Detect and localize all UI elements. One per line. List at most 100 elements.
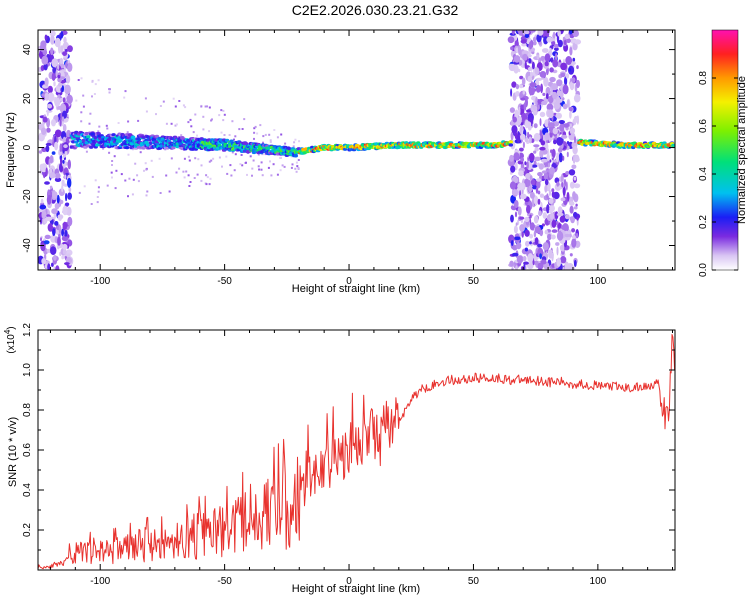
spectrogram-cell xyxy=(86,135,91,139)
spectrogram-cell xyxy=(527,131,530,137)
x-tick-label: 0 xyxy=(346,576,352,587)
spectrogram-cell xyxy=(183,157,186,160)
spectrogram-cell xyxy=(283,165,286,168)
spectrogram-cell xyxy=(509,154,514,162)
spectrogram-cell xyxy=(241,164,244,167)
spectrogram-cell xyxy=(154,134,160,138)
y-tick-label: -40 xyxy=(22,238,33,253)
spectrogram-panel: -100 -50 0 50 100 -40 -20 0 20 40 Height of strai… xyxy=(5,29,676,295)
spectrogram-cell xyxy=(569,216,576,221)
spectrogram-cell xyxy=(178,100,181,102)
spectrogram-cell xyxy=(548,122,555,128)
spectrogram-cell xyxy=(60,30,64,39)
spectrogram-cell xyxy=(120,173,123,176)
spectrogram-cell xyxy=(168,190,171,193)
spectrogram-cell xyxy=(50,47,54,56)
spectrogram-cell xyxy=(233,169,236,172)
spectrogram-cell xyxy=(193,177,196,179)
spectrogram-cell xyxy=(552,51,558,57)
spectrogram-cell xyxy=(569,127,576,134)
spectrogram-cell xyxy=(514,211,518,218)
spectrogram-cell xyxy=(58,217,62,221)
colorbar-tick-label: 0.2 xyxy=(698,215,709,229)
spectrogram-cell xyxy=(555,154,560,163)
spectrogram-cell xyxy=(521,230,524,238)
spectrogram-cell xyxy=(62,124,67,132)
spectrogram-cell xyxy=(511,30,515,35)
spectrogram-cell xyxy=(123,96,126,99)
spectrogram-cell xyxy=(264,133,267,136)
spectrogram-cell xyxy=(49,172,56,179)
spectrogram-cell xyxy=(291,163,294,166)
spectrogram-cell xyxy=(543,171,549,181)
spectrogram-cell xyxy=(47,103,53,109)
spectrogram-cell xyxy=(187,174,190,177)
spectrogram-cell xyxy=(205,183,208,186)
spectrogram-cell xyxy=(509,107,515,113)
colorbar-label: Normalized spectral amplitude xyxy=(736,76,748,224)
spectrogram-cell xyxy=(541,100,548,106)
spectrogram-cell xyxy=(45,167,48,177)
spectrogram-cell xyxy=(190,125,193,128)
spectrogram-cell xyxy=(62,154,67,158)
spectrogram-cell xyxy=(576,217,579,221)
spectrogram-cell xyxy=(220,109,223,112)
spectrogram-cell xyxy=(79,135,82,138)
spectrogram-cell xyxy=(97,186,100,189)
spectrogram-cell xyxy=(53,254,57,261)
spectrogram-cell xyxy=(194,113,197,116)
spectrogram-cell xyxy=(290,166,293,169)
spectrogram-cell xyxy=(529,82,537,88)
spectrogram-cell xyxy=(139,151,142,154)
spectrogram-cell xyxy=(51,262,54,267)
spectrogram-cell xyxy=(541,48,549,53)
spectrogram-cell xyxy=(39,204,47,210)
spectrogram-cell xyxy=(184,106,187,109)
spectrogram-cell xyxy=(522,255,527,262)
spectrogram-cell xyxy=(256,132,259,135)
spectrogram-cell xyxy=(62,51,68,56)
y-tick-label: 0.4 xyxy=(22,483,33,497)
spectrogram-cell xyxy=(544,53,551,62)
spectrogram-cell xyxy=(512,116,517,123)
spectrogram-cell xyxy=(539,111,546,118)
spectrogram-cell xyxy=(569,205,574,214)
spectrogram-cell xyxy=(515,222,518,226)
spectrogram-cell xyxy=(83,185,86,188)
spectrogram-axes: -100 -50 0 50 100 -40 -20 0 20 40 xyxy=(22,30,675,287)
spectrogram-cell xyxy=(507,36,515,44)
spectrogram-cell xyxy=(51,208,58,215)
spectrogram-cell xyxy=(560,197,566,202)
spectrogram-cell xyxy=(537,198,541,205)
spectrogram-cell xyxy=(550,234,556,240)
spectrogram-cell xyxy=(253,131,256,134)
spectrogram-cell xyxy=(342,147,348,151)
spectrogram-cell xyxy=(559,215,566,223)
spectrogram-cell xyxy=(172,97,175,100)
y-tick-label: 0 xyxy=(22,144,33,150)
spectrogram-cell xyxy=(540,140,546,146)
snr-panel: (x104) -100 -50 0 50 100 0.2 0.4 0.6 0.8 1.0 1.2 H… xyxy=(3,323,676,595)
spectrogram-cell xyxy=(62,97,66,103)
spectrogram-cell xyxy=(546,193,549,200)
spectrogram-cell xyxy=(524,216,530,223)
spectrogram-cell xyxy=(510,165,516,173)
spectrogram-cell xyxy=(550,149,553,154)
spectrogram-cell xyxy=(538,210,542,217)
spectrogram-cell xyxy=(267,166,270,169)
spectrogram-cell xyxy=(524,61,527,70)
spectrogram-cell xyxy=(260,168,263,171)
spectrogram-cell xyxy=(132,178,135,181)
spectrogram-cell xyxy=(280,133,283,136)
spectrogram-cell xyxy=(294,167,297,170)
spectrogram-cell xyxy=(549,159,552,163)
spectrogram-cell xyxy=(42,116,48,123)
spectrogram-cell xyxy=(57,105,62,110)
spectrogram-cell xyxy=(44,92,50,101)
spectrogram-cell xyxy=(183,176,186,179)
spectrogram-cell xyxy=(556,257,562,267)
spectrogram-cell xyxy=(574,154,580,163)
spectrogram-cell xyxy=(530,71,533,77)
spectrogram-cell xyxy=(52,228,56,237)
spectrogram-cell xyxy=(113,155,116,158)
